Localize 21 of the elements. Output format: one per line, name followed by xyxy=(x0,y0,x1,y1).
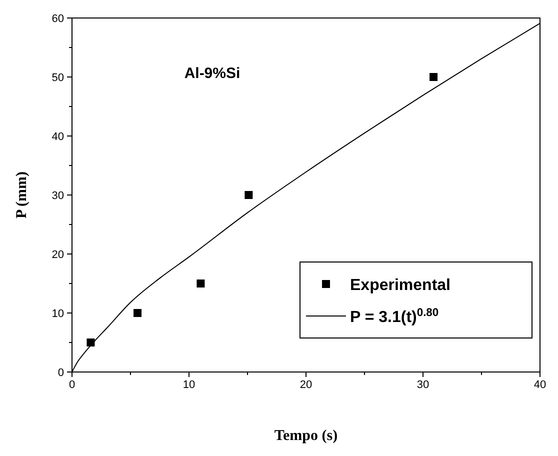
x-tick-label: 10 xyxy=(182,379,196,391)
legend-label: P = 3.1(t)$^{0.80}$ xyxy=(350,307,439,326)
y-tick-label: 0 xyxy=(58,367,64,379)
y-tick-label: 10 xyxy=(52,308,64,320)
y-tick-label: 40 xyxy=(52,131,64,143)
annotation: Al-9%Si xyxy=(184,65,240,82)
y-tick-label: 20 xyxy=(52,249,64,261)
x-tick-label: 20 xyxy=(300,379,312,391)
x-tick-label: 40 xyxy=(534,379,546,391)
point xyxy=(196,280,205,288)
point xyxy=(244,191,253,199)
point xyxy=(134,309,142,317)
x-tick-label: 0 xyxy=(68,379,76,391)
point xyxy=(430,73,438,81)
y-tick-label: 30 xyxy=(52,190,64,202)
y-tick-label: 60 xyxy=(52,13,64,25)
y-axis-title: P (mm) xyxy=(14,171,30,219)
legend-label: Experimental xyxy=(350,277,450,294)
x-axis-title: Tempo (s) xyxy=(274,428,338,444)
x-tick-label: 30 xyxy=(416,379,430,391)
y-tick-label: 50 xyxy=(52,72,64,84)
